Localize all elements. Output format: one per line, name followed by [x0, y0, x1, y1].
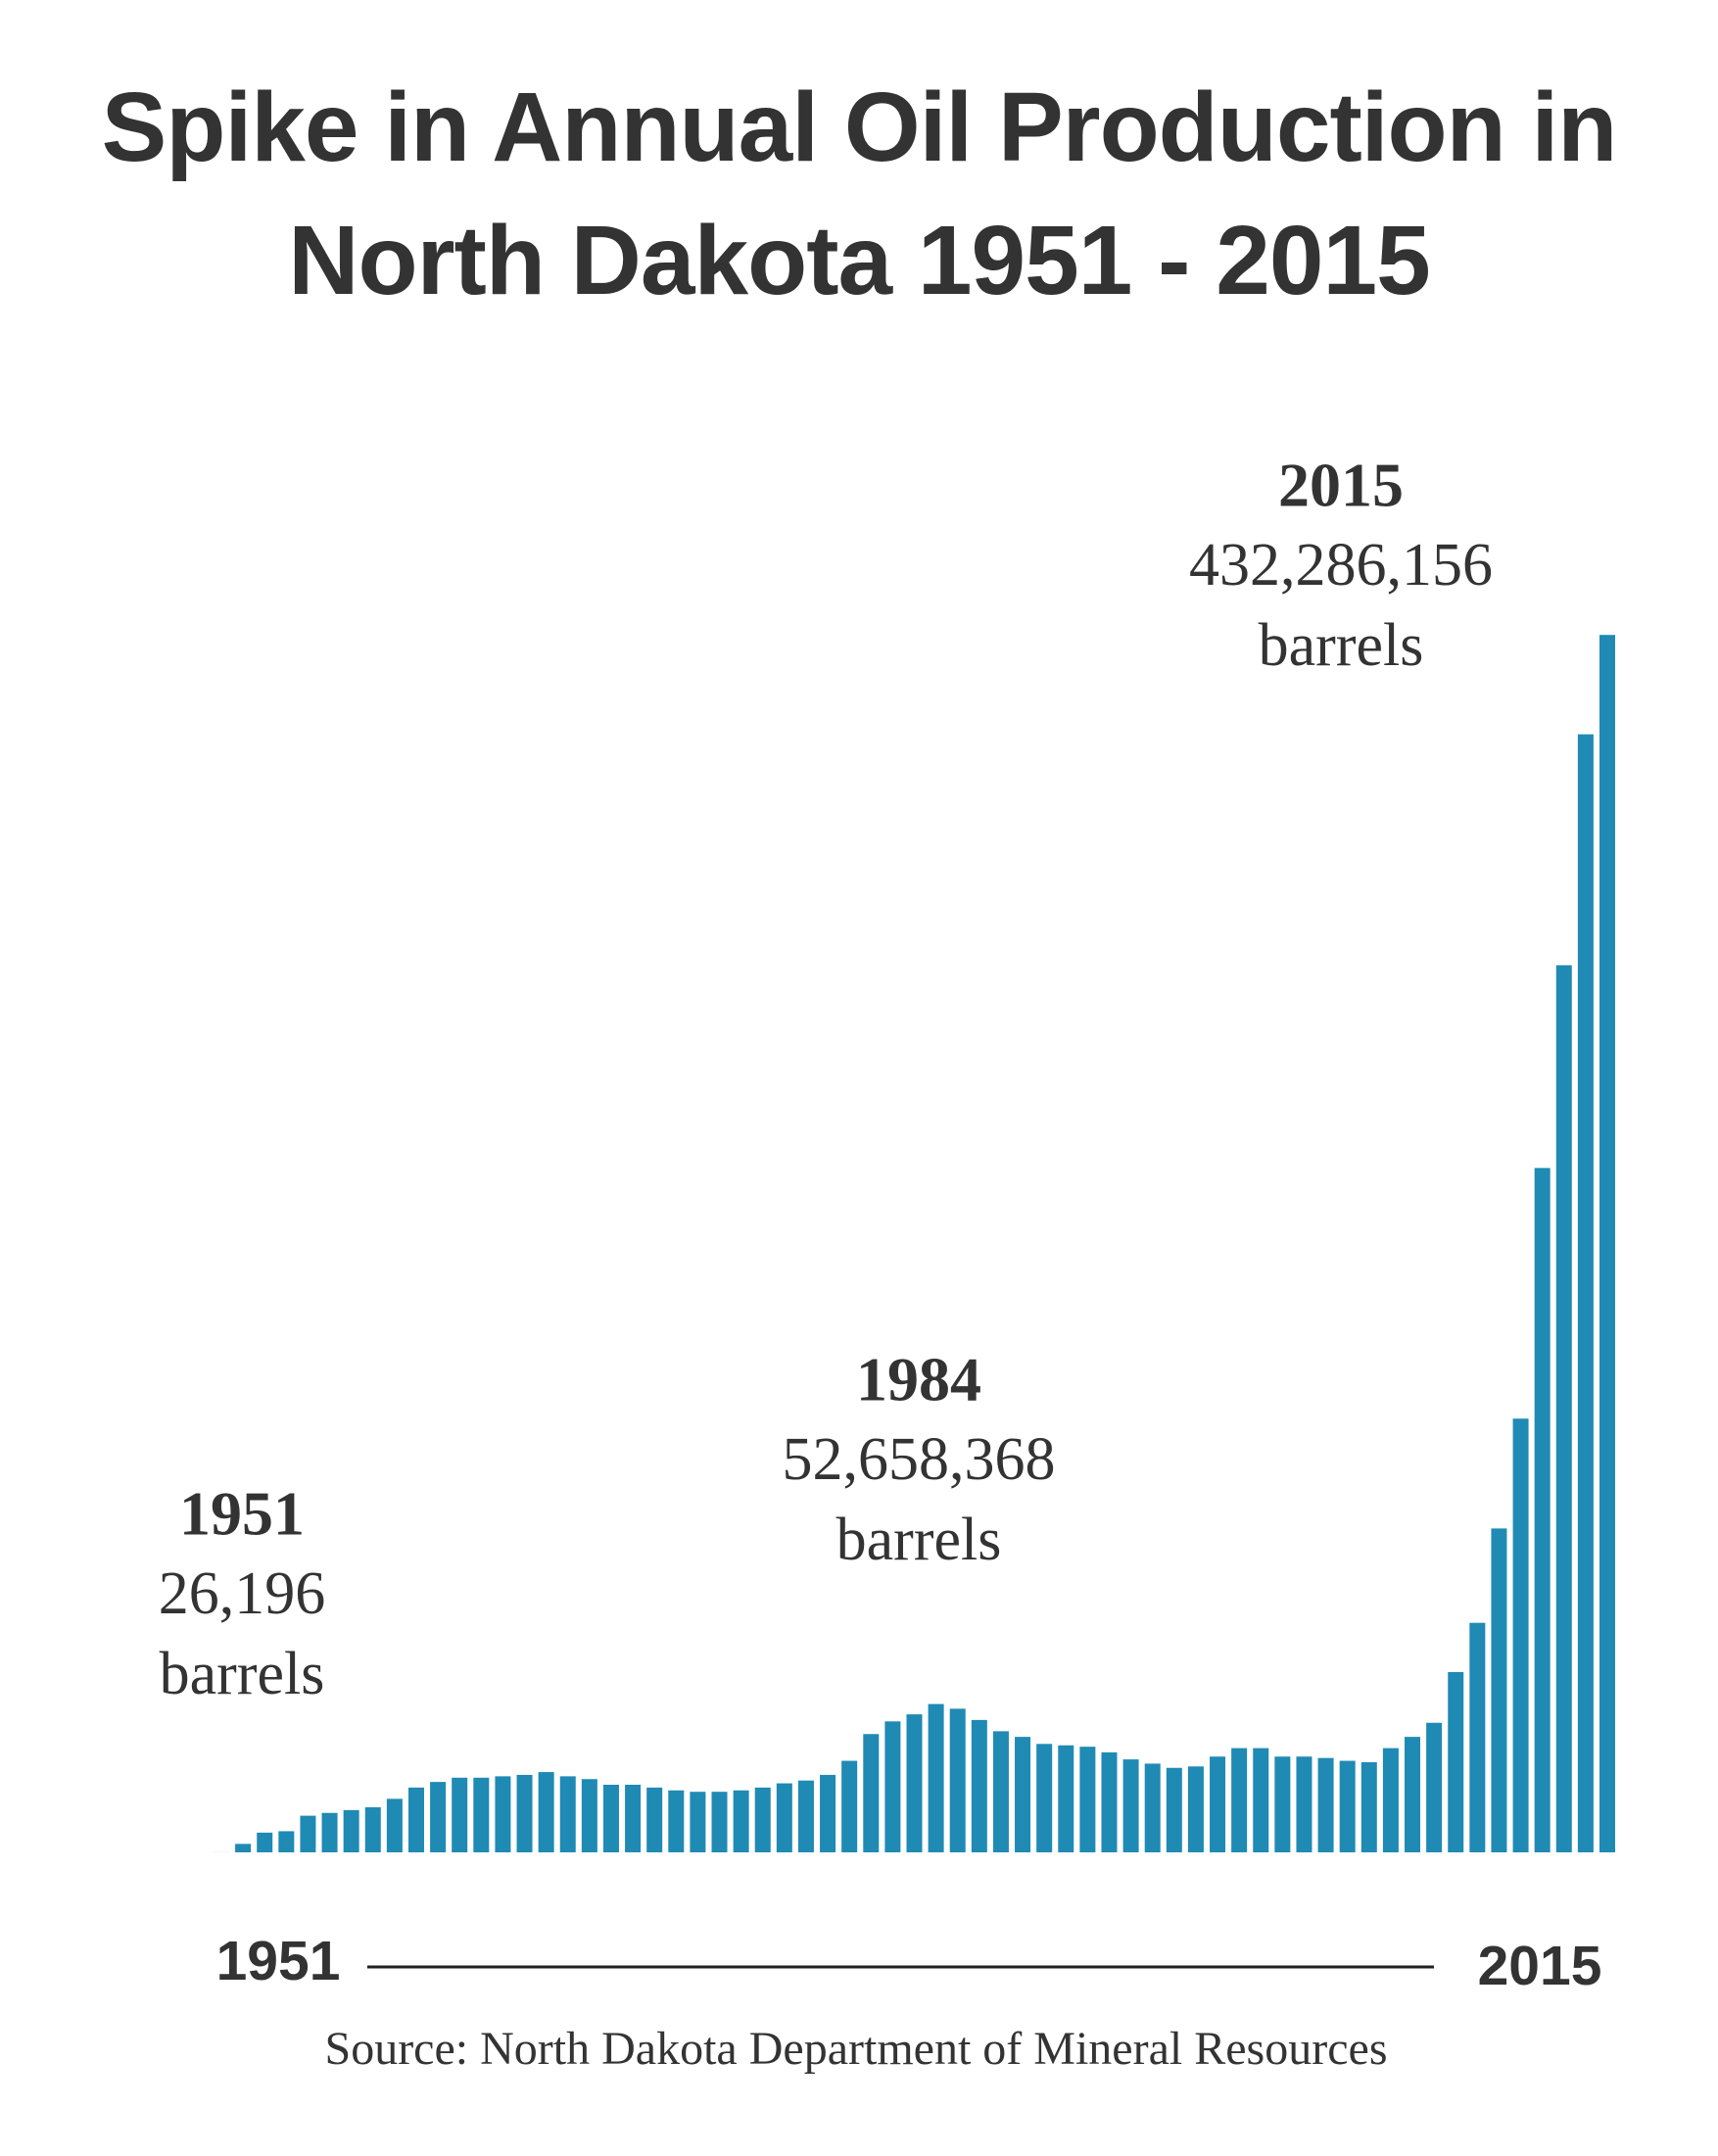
- annotation-unit: barrels: [836, 1507, 1002, 1573]
- bar: [473, 1777, 490, 1852]
- source: Source: North Dakota Department of Miner…: [325, 2023, 1388, 2075]
- bar: [1512, 1418, 1529, 1852]
- bar: [797, 1780, 814, 1852]
- bar: [407, 1787, 424, 1852]
- bar: [1231, 1748, 1248, 1852]
- bar: [235, 1844, 252, 1852]
- bar: [754, 1787, 771, 1852]
- bar: [906, 1714, 923, 1852]
- chart-title: Spike in Annual Oil Production in North …: [101, 72, 1618, 315]
- bar: [1144, 1763, 1161, 1852]
- bar: [776, 1783, 792, 1852]
- bar: [1274, 1756, 1291, 1852]
- bar: [1058, 1745, 1074, 1852]
- annotation-unit: barrels: [160, 1641, 325, 1707]
- bar: [452, 1777, 468, 1852]
- bar: [1382, 1748, 1399, 1852]
- bar: [711, 1792, 728, 1852]
- bar: [646, 1787, 663, 1852]
- bar: [1015, 1737, 1031, 1852]
- annotation-value: 432,286,156: [1189, 532, 1493, 599]
- bar: [992, 1731, 1009, 1852]
- bar: [1210, 1756, 1226, 1852]
- bar: [1599, 635, 1615, 1853]
- bar: [1317, 1757, 1334, 1852]
- bar: [602, 1785, 619, 1852]
- bar: [884, 1721, 901, 1852]
- annotation-value: 52,658,368: [783, 1426, 1056, 1493]
- end-year: 2015: [1478, 1935, 1602, 1997]
- bar: [321, 1812, 338, 1852]
- bar: [1339, 1760, 1356, 1852]
- bar: [1360, 1762, 1377, 1852]
- annotation-year: 1984: [856, 1345, 981, 1414]
- bar: [949, 1708, 966, 1852]
- start-year: 1951: [216, 1930, 341, 1992]
- bar: [1101, 1751, 1118, 1852]
- annotation-unit: barrels: [1259, 612, 1424, 679]
- bar: [1253, 1748, 1269, 1852]
- bar: [841, 1760, 858, 1852]
- bar: [1036, 1744, 1053, 1852]
- bar: [668, 1790, 685, 1852]
- bar: [364, 1807, 381, 1852]
- bar: [1166, 1767, 1182, 1852]
- bar: [1534, 1168, 1551, 1852]
- bar: [538, 1772, 554, 1852]
- bar: [625, 1785, 642, 1852]
- bar: [1296, 1756, 1312, 1852]
- annotation-value: 26,196: [159, 1560, 326, 1627]
- bar: [278, 1831, 295, 1852]
- bar: [1491, 1528, 1507, 1852]
- bar: [971, 1719, 987, 1852]
- bar: [928, 1703, 944, 1852]
- bar: [1469, 1622, 1486, 1852]
- bar: [690, 1792, 706, 1852]
- bar: [820, 1774, 836, 1852]
- bar: [1426, 1722, 1443, 1852]
- bar: [1122, 1759, 1139, 1852]
- bar: [300, 1815, 316, 1852]
- bar: [559, 1776, 576, 1852]
- bar: [430, 1782, 447, 1852]
- bar: [1577, 734, 1594, 1852]
- bar: [1555, 965, 1572, 1852]
- bar: [1079, 1747, 1096, 1852]
- bar: [733, 1790, 749, 1852]
- bar: [863, 1734, 880, 1852]
- bar: [386, 1798, 403, 1852]
- bar: [1187, 1766, 1204, 1852]
- bar: [516, 1774, 533, 1852]
- bar: [343, 1809, 359, 1852]
- bar: [1405, 1737, 1421, 1852]
- bar: [581, 1779, 597, 1852]
- annotation-year: 1951: [179, 1479, 305, 1549]
- annotation-year: 2015: [1278, 451, 1404, 520]
- bar: [1448, 1672, 1464, 1852]
- bar: [495, 1776, 511, 1852]
- bar: [257, 1832, 273, 1852]
